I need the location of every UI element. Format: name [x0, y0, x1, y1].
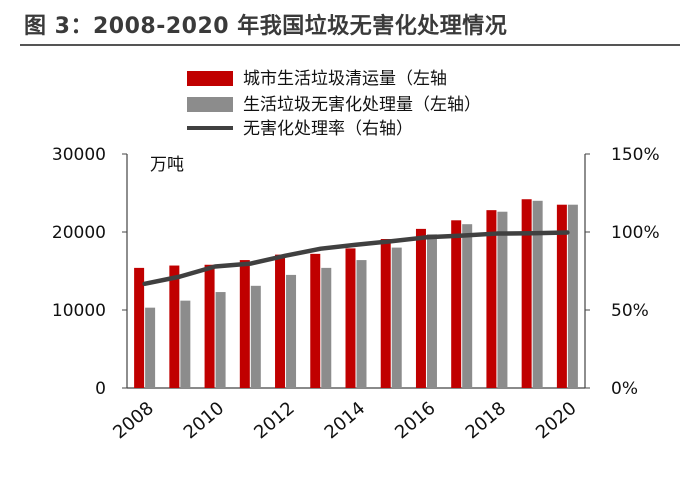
bar-collection-volume	[134, 267, 145, 388]
bar-treatment-volume	[532, 200, 543, 388]
legend-swatch-treatment	[187, 97, 233, 112]
bar-collection-volume	[239, 260, 250, 388]
x-tick-label: 2010	[180, 398, 229, 444]
bar-treatment-volume	[250, 285, 261, 388]
x-tick-label: 2020	[532, 398, 581, 444]
legend-label: 生活垃圾无害化处理量（左轴）	[243, 95, 481, 115]
bar-treatment-volume	[145, 307, 156, 388]
bar-collection-volume	[310, 253, 321, 388]
right-tick-label: 50%	[611, 301, 649, 321]
bar-collection-volume	[451, 220, 462, 388]
right-tick-label: 100%	[611, 223, 660, 243]
title-divider	[20, 44, 680, 46]
line-series	[142, 230, 570, 287]
line-treatment-rate	[142, 230, 570, 287]
legend-label: 无害化处理率（右轴）	[243, 119, 413, 139]
title-bar: 图 3：2008-2020 年我国垃圾无害化处理情况	[0, 0, 700, 46]
left-axis-unit: 万吨	[150, 155, 184, 175]
legend-label: 城市生活垃圾清运量（左轴	[243, 69, 447, 89]
bar-collection-volume	[345, 248, 356, 388]
bar-collection-volume	[486, 210, 497, 388]
bar-treatment-volume	[356, 260, 367, 388]
x-tick-label: 2008	[109, 398, 158, 444]
bar-collection-volume	[556, 204, 567, 388]
chart-title: 图 3：2008-2020 年我国垃圾无害化处理情况	[24, 14, 508, 39]
x-tick-label: 2018	[462, 398, 511, 444]
left-tick-label: 10000	[52, 301, 106, 321]
legend-swatch-collection	[187, 71, 233, 86]
bar-collection-volume	[380, 239, 391, 388]
bars	[134, 199, 578, 388]
x-tick-label: 2012	[250, 398, 299, 444]
bar-treatment-volume	[426, 234, 437, 388]
bar-treatment-volume	[567, 204, 578, 388]
bar-collection-volume	[204, 264, 215, 388]
bar-treatment-volume	[497, 211, 508, 388]
bar-collection-volume	[521, 199, 532, 388]
bar-collection-volume	[275, 254, 286, 388]
x-tick-label: 2016	[391, 398, 440, 444]
bar-collection-volume	[169, 265, 180, 388]
bar-treatment-volume	[321, 267, 332, 388]
bar-treatment-volume	[180, 300, 191, 388]
left-tick-label: 20000	[52, 223, 106, 243]
bar-treatment-volume	[462, 224, 473, 388]
bar-treatment-volume	[286, 274, 297, 388]
bar-collection-volume	[415, 228, 426, 388]
right-tick-label: 0%	[611, 379, 638, 399]
right-tick-label: 150%	[611, 145, 660, 165]
x-tick-label: 2014	[321, 398, 370, 444]
left-tick-label: 30000	[52, 145, 106, 165]
bar-treatment-volume	[391, 247, 402, 388]
left-tick-label: 0	[95, 379, 106, 399]
bar-treatment-volume	[215, 292, 226, 388]
